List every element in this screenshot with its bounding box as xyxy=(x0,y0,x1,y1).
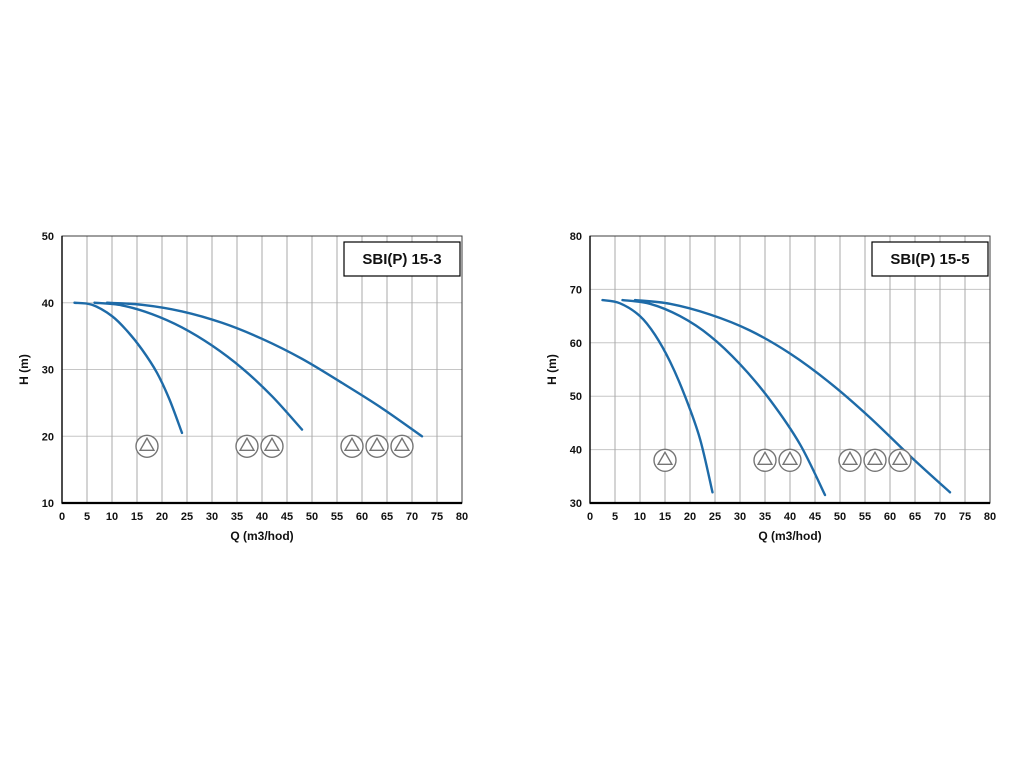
pump-curve-1-pump-curve xyxy=(73,301,184,435)
x-tick-label: 25 xyxy=(709,511,721,523)
x-tick-label: 5 xyxy=(612,511,618,523)
x-tick-label: 75 xyxy=(431,511,443,523)
y-axis-label: H (m) xyxy=(545,354,559,385)
pump-icon xyxy=(365,434,389,458)
pump-icon xyxy=(888,448,912,472)
pump-curve-3-pump-curve xyxy=(105,301,424,438)
x-axis-label: Q (m3/hod) xyxy=(758,529,821,543)
pump-icon xyxy=(390,434,414,458)
pump-icon xyxy=(653,448,677,472)
x-tick-label: 45 xyxy=(809,511,821,523)
x-tick-label: 70 xyxy=(934,511,946,523)
y-tick-label: 10 xyxy=(42,498,54,510)
x-tick-label: 50 xyxy=(306,511,318,523)
chart-sbip-15-3: 0 5 10 15 20 25 30 35 40 45 50 55 60 65 70 75 80 10 20 30 40… xyxy=(12,222,492,552)
x-tick-label: 75 xyxy=(959,511,971,523)
x-tick-label: 0 xyxy=(587,511,593,523)
y-tick-label: 20 xyxy=(42,431,54,443)
x-tick-label: 50 xyxy=(834,511,846,523)
x-tick-label: 30 xyxy=(206,511,218,523)
y-tick-label: 30 xyxy=(570,498,582,510)
x-tick-label: 10 xyxy=(634,511,646,523)
x-tick-label: 80 xyxy=(456,511,468,523)
pump-icon xyxy=(260,434,284,458)
gridlines xyxy=(62,236,462,503)
x-tick-label: 0 xyxy=(59,511,65,523)
x-tick-label: 40 xyxy=(256,511,268,523)
pump-curve-3-pump-curve xyxy=(633,298,952,494)
x-tick-label: 80 xyxy=(984,511,996,523)
chart-title-box xyxy=(343,241,461,277)
x-tick-label: 5 xyxy=(84,511,90,523)
y-tick-label: 70 xyxy=(570,284,582,296)
y-tick-label: 50 xyxy=(570,391,582,403)
x-tick-label: 65 xyxy=(909,511,921,523)
chart-sbip-15-5: 0 5 10 15 20 25 30 35 40 45 50 55 60 65 70 75 80 30 40 50 60… xyxy=(540,222,1020,552)
x-axis-label: Q (m3/hod) xyxy=(230,529,293,543)
x-tick-label: 70 xyxy=(406,511,418,523)
x-tick-label: 40 xyxy=(784,511,796,523)
y-tick-label: 30 xyxy=(42,365,54,377)
pump-icon xyxy=(340,434,364,458)
pump-icon xyxy=(838,448,862,472)
y-tick-label: 80 xyxy=(570,231,582,243)
pump-curve-2-pump-curve xyxy=(621,298,827,497)
x-tick-label: 30 xyxy=(734,511,746,523)
pump-icon xyxy=(235,434,259,458)
x-tick-label: 15 xyxy=(659,511,671,523)
chart-title-box xyxy=(871,241,989,277)
x-tick-label: 25 xyxy=(181,511,193,523)
y-tick-label: 40 xyxy=(570,445,582,457)
x-tick-label: 45 xyxy=(281,511,293,523)
x-tick-label: 35 xyxy=(759,511,771,523)
x-tick-label: 55 xyxy=(859,511,871,523)
x-tick-label: 35 xyxy=(231,511,243,523)
pump-icon xyxy=(778,448,802,472)
x-tick-label: 20 xyxy=(156,511,168,523)
y-tick-label: 60 xyxy=(570,338,582,350)
x-tick-label: 60 xyxy=(884,511,896,523)
pump-curve-2-pump-curve xyxy=(93,301,304,431)
pump-icon xyxy=(753,448,777,472)
gridlines xyxy=(590,236,990,503)
pump-curve-chart-left: 0 5 10 15 20 25 30 35 40 45 50 55 60 65 70 75 80 10 20 30 40… xyxy=(17,231,468,543)
x-tick-label: 55 xyxy=(331,511,343,523)
y-tick-label: 40 xyxy=(42,298,54,310)
chart-title: SBI(P) 15-5 xyxy=(890,251,969,268)
chart-title: SBI(P) 15-3 xyxy=(362,251,441,268)
pump-icon xyxy=(863,448,887,472)
x-tick-label: 20 xyxy=(684,511,696,523)
x-tick-label: 10 xyxy=(106,511,118,523)
pump-icon xyxy=(135,434,159,458)
x-tick-label: 60 xyxy=(356,511,368,523)
pump-curve-1-pump-curve xyxy=(601,298,714,494)
pump-curve-chart-right: 0 5 10 15 20 25 30 35 40 45 50 55 60 65 70 75 80 30 40 50 60… xyxy=(545,231,996,543)
x-tick-label: 65 xyxy=(381,511,393,523)
y-axis-label: H (m) xyxy=(17,354,31,385)
x-tick-label: 15 xyxy=(131,511,143,523)
y-tick-label: 50 xyxy=(42,231,54,243)
